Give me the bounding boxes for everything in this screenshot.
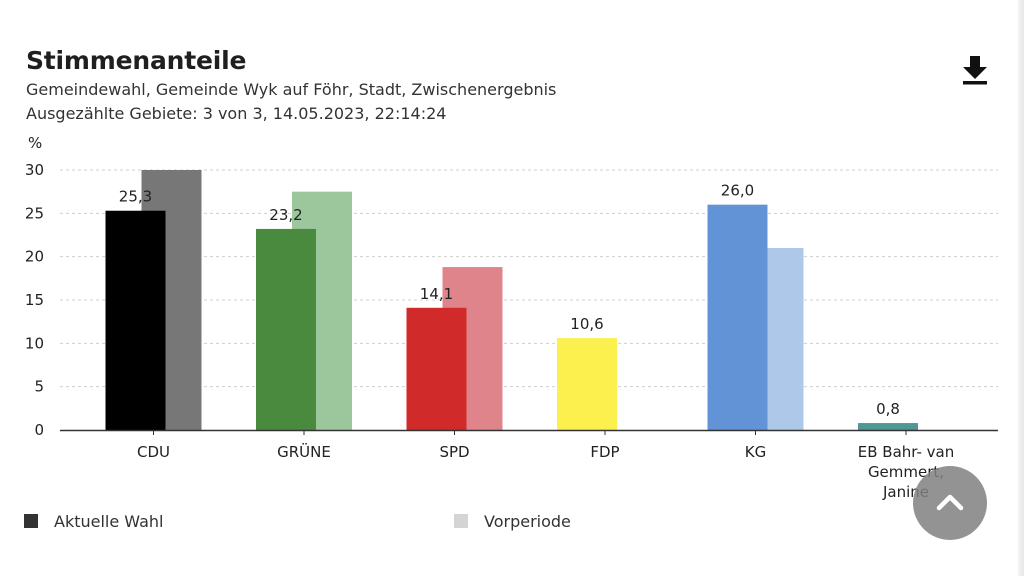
- data-label: 10,6: [570, 315, 603, 333]
- legend-label: Vorperiode: [484, 511, 571, 531]
- x-tick-label-line: SPD: [439, 443, 469, 461]
- x-tick-label: FDP: [590, 443, 619, 461]
- y-tick-label: 5: [34, 378, 44, 396]
- bar-aktuelle-wahl: [256, 228, 316, 430]
- x-tick-label-line: GRÜNE: [277, 442, 331, 461]
- x-tick-label: GRÜNE: [277, 442, 331, 461]
- y-tick-label: 0: [34, 421, 44, 439]
- y-tick-label: 10: [25, 334, 44, 352]
- bar-chart: % 0 5 10 15 20 25 30 25,3 23,2 14,1 10,6 26,0 0,8 CDU G…: [25, 134, 998, 501]
- bar-aktuelle-wahl: [858, 423, 918, 430]
- x-tick-label-line: EB Bahr- van: [858, 443, 955, 461]
- legend-item-vorperiode[interactable]: Vorperiode: [454, 510, 571, 532]
- chart-subtitle: Gemeindewahl, Gemeinde Wyk auf Föhr, Sta…: [26, 80, 557, 99]
- data-label: 14,1: [420, 285, 453, 303]
- data-label: 25,3: [119, 188, 152, 206]
- scroll-to-top-button[interactable]: [913, 466, 987, 540]
- x-tick-label-line: CDU: [137, 443, 170, 461]
- bar-aktuelle-wahl: [557, 338, 617, 430]
- x-tick-label: CDU: [137, 443, 170, 461]
- data-label: 26,0: [721, 182, 754, 200]
- chevron-up-icon: [936, 494, 964, 511]
- bar-aktuelle-wahl: [406, 307, 467, 430]
- chart-title: Stimmenanteile: [26, 46, 247, 75]
- y-tick-label: 20: [25, 248, 44, 266]
- legend-swatch: [24, 514, 38, 528]
- bar-aktuelle-wahl: [707, 204, 768, 430]
- y-tick-label: 15: [25, 291, 44, 309]
- y-tick-label: 25: [25, 204, 44, 222]
- x-tick-label-line: KG: [745, 443, 766, 461]
- data-label: 0,8: [876, 400, 900, 418]
- legend-item-aktuelle-wahl[interactable]: Aktuelle Wahl: [24, 510, 163, 532]
- data-label: 23,2: [269, 206, 302, 224]
- y-axis-unit-label: %: [28, 134, 42, 152]
- download-icon: [963, 56, 987, 85]
- x-tick-label: KG: [745, 443, 766, 461]
- legend-swatch: [454, 514, 468, 528]
- legend-label: Aktuelle Wahl: [54, 511, 164, 531]
- y-tick-label: 30: [25, 161, 44, 179]
- download-button[interactable]: [957, 52, 993, 88]
- x-tick-label-line: FDP: [590, 443, 619, 461]
- x-tick-label: SPD: [439, 443, 469, 461]
- chart-status-line: Ausgezählte Gebiete: 3 von 3, 14.05.2023…: [26, 104, 447, 123]
- bar-aktuelle-wahl: [105, 210, 166, 430]
- page-edge-shadow: [1018, 0, 1024, 576]
